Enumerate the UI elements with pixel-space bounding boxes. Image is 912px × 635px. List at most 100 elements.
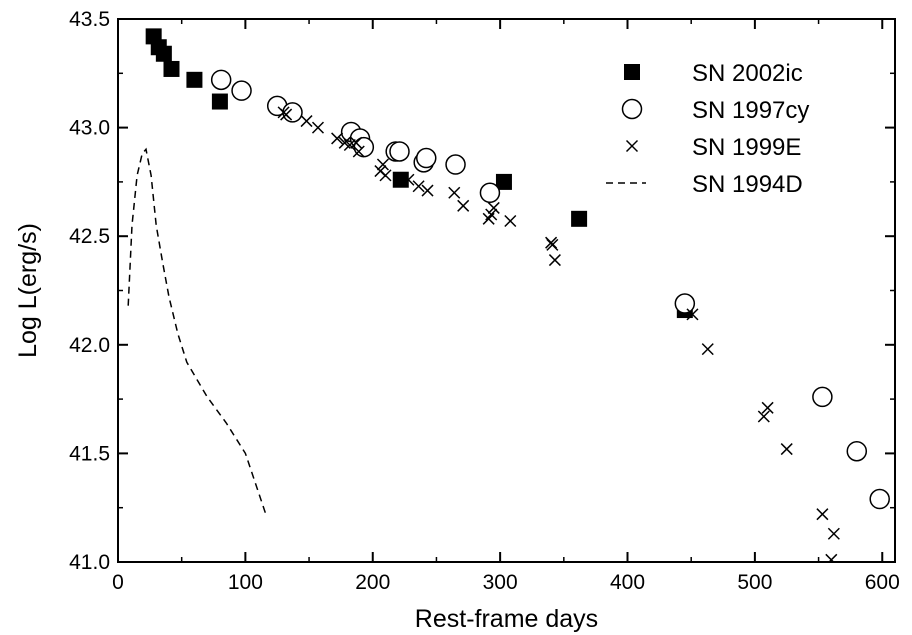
x-tick-label: 100	[228, 571, 263, 594]
x-marker-stroke	[311, 121, 325, 134]
x-tick-label: 400	[610, 571, 645, 594]
data-point-sn-1997cy	[846, 440, 868, 462]
legend-label-sn-1999e: SN 1999E	[692, 134, 801, 161]
x-marker-stroke	[352, 145, 365, 158]
data-point-sn-1997cy	[210, 69, 232, 91]
x-marker-stroke	[350, 136, 363, 149]
data-point-sn-2002ic	[211, 93, 228, 110]
x-marker-stroke	[504, 214, 517, 228]
x-marker-stroke	[338, 136, 351, 149]
data-point-sn-1999e	[300, 115, 313, 128]
data-point-sn-2002ic	[571, 210, 588, 227]
y-tick-label: 41.5	[69, 442, 110, 465]
x-marker-stroke	[548, 254, 561, 267]
legend-swatch-sn-1997cy	[621, 98, 643, 120]
legend-label-sn-1997cy: SN 1997cy	[692, 97, 809, 124]
data-point-sn-1999e	[457, 199, 470, 212]
x-marker-stroke	[331, 132, 344, 145]
x-marker-stroke	[701, 343, 714, 356]
data-point-sn-1997cy	[869, 488, 890, 510]
legend-item-sn-1999e: SN 1999E	[625, 134, 801, 161]
x-marker-stroke	[761, 401, 774, 414]
x-tick-label: 600	[865, 571, 900, 594]
legend-label-sn-2002ic: SN 2002ic	[692, 60, 803, 87]
data-point-sn-1999e	[816, 508, 829, 521]
data-point-sn-1999e	[379, 169, 392, 182]
data-point-sn-2002ic	[392, 171, 409, 188]
legend-item-sn-1994d: SN 1994D	[606, 171, 803, 198]
y-tick-label: 42.0	[69, 334, 110, 357]
x-marker-stroke	[828, 553, 838, 562]
data-point-sn-1997cy	[812, 386, 833, 408]
data-point-sn-1999e	[352, 145, 365, 158]
y-tick-label: 43.0	[69, 117, 110, 140]
data-point-sn-2002ic	[163, 60, 180, 77]
legend-swatch-sn-1999e	[625, 139, 639, 153]
y-tick-label: 41.0	[69, 551, 110, 574]
x-marker-stroke	[421, 184, 434, 197]
data-point-sn-1997cy	[445, 154, 466, 175]
data-point-sn-1999e	[701, 343, 714, 356]
data-point-sn-1999e	[280, 108, 293, 121]
x-marker-stroke	[402, 173, 415, 186]
data-point-sn-1999e	[504, 214, 517, 228]
data-point-sn-1999e	[331, 132, 344, 145]
data-point-sn-1999e	[487, 201, 500, 214]
data-point-sn-1999e	[757, 410, 770, 423]
x-marker-stroke	[379, 169, 392, 182]
x-marker-stroke	[457, 199, 470, 212]
axis-ticks: 0 100 200 300 400 500 600 41.0 41.5 42.0 42.5 43.0 4…	[69, 8, 900, 594]
x-tick-label: 0	[112, 571, 124, 594]
x-marker-stroke	[827, 527, 840, 540]
legend-swatch-sn-2002ic	[624, 64, 640, 80]
data-point-sn-1999e	[412, 180, 425, 193]
data-point-sn-1997cy	[674, 293, 696, 314]
x-marker-stroke	[816, 508, 829, 521]
data-point-sn-1999e	[421, 184, 434, 197]
x-axis-title: Rest-frame days	[415, 605, 598, 633]
series-line-sn-1994d	[127, 147, 267, 515]
x-marker-stroke	[686, 308, 699, 321]
data-point-sn-1999e	[350, 136, 363, 149]
data-point-sn-1999e	[780, 443, 793, 456]
data-point-sn-1999e	[825, 553, 838, 562]
x-marker-stroke	[300, 115, 313, 128]
data-point-sn-1999e	[485, 208, 498, 221]
data-point-sn-1997cy	[389, 141, 410, 162]
data-point-sn-1999e	[761, 401, 774, 414]
y-axis-title: Log L(erg/s)	[14, 223, 42, 358]
legend: SN 2002ic SN 1997cy SN 1999E SN 1994D	[606, 60, 809, 198]
data-point-sn-2002ic	[495, 173, 512, 190]
data-point-sn-1997cy	[231, 80, 252, 101]
x-marker-stroke	[376, 158, 389, 171]
series-sn-2002ic	[145, 28, 693, 319]
data-point-sn-1997cy	[479, 182, 501, 204]
data-point-sn-2002ic	[186, 71, 203, 88]
data-point-sn-1999e	[686, 308, 699, 321]
x-marker-stroke	[343, 138, 356, 152]
x-marker-stroke	[780, 443, 793, 456]
y-tick-label: 42.5	[69, 225, 110, 248]
legend-label-sn-1994d: SN 1994D	[692, 171, 803, 198]
data-point-sn-1999e	[827, 527, 840, 540]
data-marks	[127, 28, 890, 562]
x-marker-stroke	[546, 238, 559, 251]
data-point-sn-1999e	[448, 186, 461, 199]
data-point-sn-1997cy	[282, 102, 303, 123]
data-point-sn-1999e	[343, 138, 356, 152]
data-point-sn-1999e	[548, 254, 561, 267]
x-marker-stroke	[757, 410, 770, 423]
legend-item-sn-2002ic: SN 2002ic	[624, 60, 803, 87]
series-sn-1997cy	[210, 69, 890, 510]
x-tick-label: 200	[355, 571, 390, 594]
x-marker-stroke	[485, 208, 498, 221]
y-tick-label: 43.5	[69, 8, 110, 31]
data-point-sn-1999e	[311, 121, 325, 134]
data-point-sn-1999e	[402, 173, 415, 186]
data-point-sn-1997cy	[416, 147, 437, 169]
x-tick-label: 300	[483, 571, 518, 594]
legend-item-sn-1997cy: SN 1997cy	[621, 97, 809, 124]
data-point-sn-2002ic	[155, 45, 172, 62]
